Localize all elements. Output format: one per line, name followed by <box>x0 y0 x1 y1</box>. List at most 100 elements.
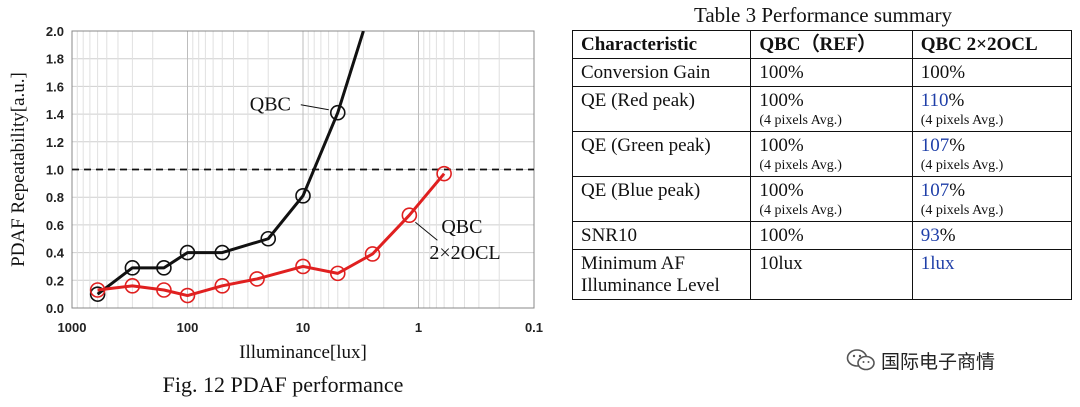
ocl-unit: % <box>948 90 965 111</box>
data-point <box>329 104 346 121</box>
table-row: QE (Blue peak) 100% (4 pixels Avg.) 107% (4 … <box>571 176 1073 222</box>
performance-summary-panel: Table 3 Performance summary Characterist… <box>566 2 1074 300</box>
pdaf-figure: 0.0 0.2 0.4 0.6 0.8 1.0 1.2 1.4 1.6 1.8 2.0 1000 100… <box>8 24 543 397</box>
series-line-qbc <box>96 31 365 296</box>
data-point <box>214 278 231 294</box>
x-tick-label: 1 <box>415 320 422 335</box>
cell-qbc-2x2ocl: 110% (4 pixels Avg.) <box>911 86 1073 132</box>
data-point <box>89 286 106 302</box>
x-tick-label: 0.1 <box>525 320 543 335</box>
watermark: 国际电子商情 <box>846 346 996 374</box>
data-point <box>295 258 311 275</box>
y-tick-label: 0.6 <box>46 218 64 233</box>
table-row: QE (Red peak) 100% (4 pixels Avg.) 110% (4 p… <box>571 86 1073 132</box>
data-point <box>89 282 106 298</box>
x-tick-label: 100 <box>177 320 199 335</box>
cell-qbc-ref: 10lux <box>750 249 913 300</box>
data-point <box>124 260 141 276</box>
characteristic-label: Minimum AF Illuminance Level <box>581 253 720 296</box>
ocl-value: 1lux <box>920 253 955 274</box>
y-axis-label: PDAF Repeatability[a.u.] <box>8 72 29 267</box>
annotation-qbc-leader <box>300 104 329 111</box>
table-row: SNR10 100% 93% <box>571 221 1073 250</box>
data-point <box>179 244 196 261</box>
ocl-value: 107 <box>920 180 950 201</box>
annotation-qbc: QBC <box>250 94 291 116</box>
cell-qbc-ref: 100% (4 pixels Avg.) <box>750 131 913 177</box>
cell-qbc-ref: 100% <box>750 58 913 87</box>
cell-qbc-2x2ocl: 1lux <box>911 249 1073 300</box>
cell-qbc-ref: 100% <box>750 221 913 250</box>
ref-note: (4 pixels Avg.) <box>759 203 842 218</box>
data-point <box>214 244 231 261</box>
cell-qbc-2x2ocl: 107% (4 pixels Avg.) <box>911 131 1073 177</box>
data-point <box>156 282 172 298</box>
cell-characteristic: QE (Red peak) <box>571 86 752 132</box>
y-tick-label: 1.6 <box>46 79 64 94</box>
characteristic-label: QE (Red peak) <box>581 90 695 111</box>
y-tick-label: 0.8 <box>46 190 64 205</box>
ref-value: 10lux <box>759 253 803 274</box>
cell-characteristic: Conversion Gain <box>571 58 752 87</box>
ref-value: 100% <box>759 62 804 83</box>
ref-value: 100% <box>759 180 804 201</box>
table-row: Conversion Gain 100% 100% <box>571 58 1073 87</box>
table-header-row: Characteristic QBC（REF） QBC 2×2OCL <box>571 30 1073 59</box>
y-tick-label: 1.8 <box>46 52 64 67</box>
data-point <box>364 246 381 262</box>
ocl-value: 107 <box>920 135 950 156</box>
table-title: Table 3 Performance summary <box>693 3 953 27</box>
y-tick-label: 1.2 <box>46 135 64 150</box>
cell-characteristic: QE (Green peak) <box>571 131 752 177</box>
ref-value: 100% <box>759 135 804 156</box>
y-tick-label: 0.4 <box>46 246 65 261</box>
annotation-ocl-line2: 2×2OCL <box>429 242 500 264</box>
annotation-ocl-line1: QBC <box>441 216 482 238</box>
cell-qbc-2x2ocl: 107% (4 pixels Avg.) <box>911 176 1073 222</box>
data-point <box>436 165 452 182</box>
data-point <box>401 207 418 224</box>
characteristic-label: Conversion Gain <box>581 62 711 83</box>
ocl-value: 93 <box>920 225 940 246</box>
ocl-value: 110 <box>920 90 949 111</box>
cell-characteristic: Minimum AF Illuminance Level <box>571 249 752 300</box>
data-point <box>249 271 265 287</box>
data-point <box>295 188 311 204</box>
ocl-note: (4 pixels Avg.) <box>920 203 1004 218</box>
cell-qbc-2x2ocl: 100% <box>911 58 1073 87</box>
performance-summary-table: Characteristic QBC（REF） QBC 2×2OCL Conve… <box>571 30 1073 300</box>
ref-value: 100% <box>759 225 804 246</box>
y-tick-label: 1.4 <box>46 107 65 122</box>
y-tick-label: 0.0 <box>46 301 64 316</box>
ocl-unit: % <box>939 225 956 246</box>
data-point <box>179 287 196 304</box>
watermark-text: 国际电子商情 <box>881 350 996 373</box>
header-characteristic: Characteristic <box>571 30 752 59</box>
y-tick-label: 1.0 <box>46 163 64 178</box>
x-tick-label: 10 <box>296 320 310 335</box>
cell-qbc-ref: 100% (4 pixels Avg.) <box>750 86 913 132</box>
ref-note: (4 pixels Avg.) <box>759 158 842 173</box>
ocl-unit: % <box>949 180 966 201</box>
characteristic-label: SNR10 <box>581 225 637 246</box>
cell-qbc-2x2ocl: 93% <box>911 221 1073 250</box>
ref-note: (4 pixels Avg.) <box>759 113 842 128</box>
ref-value: 100% <box>759 90 804 111</box>
cell-qbc-ref: 100% (4 pixels Avg.) <box>750 176 913 222</box>
series-line-qbc-2x2ocl <box>97 172 446 298</box>
data-point <box>124 278 141 294</box>
ocl-note: (4 pixels Avg.) <box>920 113 1004 128</box>
y-tick-label: 0.2 <box>46 273 64 288</box>
header-qbc-2x2ocl: QBC 2×2OCL <box>911 30 1073 59</box>
characteristic-label: QE (Blue peak) <box>581 180 701 201</box>
header-qbc-ref: QBC（REF） <box>750 30 913 59</box>
cell-characteristic: SNR10 <box>571 221 752 250</box>
x-axis-label: Illuminance[lux] <box>239 342 367 363</box>
table-row: Minimum AF Illuminance Level 10lux 1lux <box>571 249 1073 300</box>
data-point <box>329 265 346 282</box>
table-row: QE (Green peak) 100% (4 pixels Avg.) 107% (4… <box>571 131 1073 177</box>
cell-characteristic: QE (Blue peak) <box>571 176 752 222</box>
ocl-note: (4 pixels Avg.) <box>920 158 1004 173</box>
annotation-ocl-leader <box>415 221 438 241</box>
